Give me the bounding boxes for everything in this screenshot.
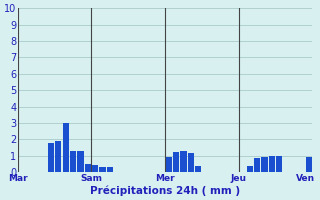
- Bar: [85, 164, 91, 172]
- Bar: [48, 143, 54, 172]
- Bar: [254, 158, 260, 172]
- Bar: [55, 141, 61, 172]
- Bar: [92, 165, 98, 172]
- Bar: [269, 156, 275, 172]
- Bar: [70, 151, 76, 172]
- Bar: [62, 123, 69, 172]
- Bar: [306, 157, 312, 172]
- Bar: [166, 157, 172, 172]
- Bar: [195, 166, 201, 172]
- Bar: [261, 157, 268, 172]
- Bar: [276, 156, 283, 172]
- Bar: [173, 152, 179, 172]
- Bar: [247, 166, 253, 172]
- X-axis label: Précipitations 24h ( mm ): Précipitations 24h ( mm ): [90, 185, 240, 196]
- Bar: [77, 151, 84, 172]
- Bar: [188, 153, 194, 172]
- Bar: [180, 151, 187, 172]
- Bar: [100, 167, 106, 172]
- Bar: [107, 167, 113, 172]
